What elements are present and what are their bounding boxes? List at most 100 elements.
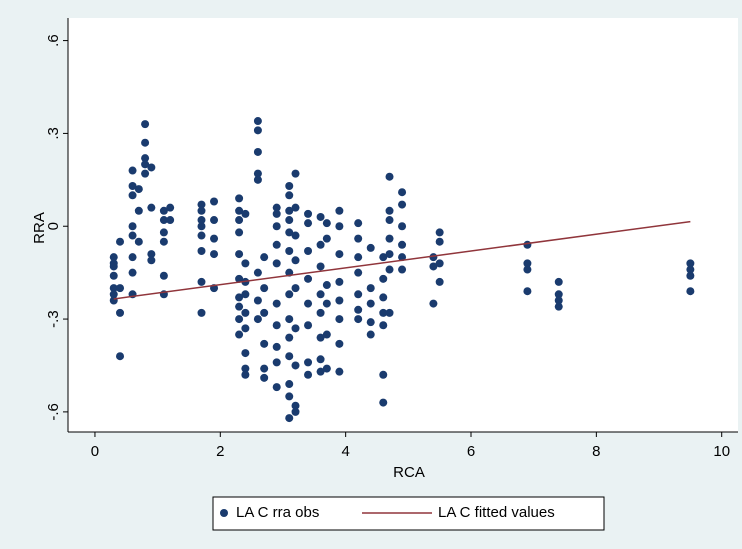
scatter-point — [134, 206, 143, 215]
scatter-point — [253, 175, 262, 184]
legend-label: LA C rra obs — [236, 504, 319, 521]
scatter-point — [523, 259, 532, 268]
scatter-point — [686, 259, 695, 268]
scatter-point — [354, 253, 363, 262]
scatter-point — [379, 398, 388, 407]
scatter-point — [116, 308, 125, 317]
scatter-point — [366, 299, 375, 308]
scatter-point — [253, 147, 262, 156]
scatter-point — [385, 265, 394, 274]
scatter-point — [354, 268, 363, 277]
scatter-point — [134, 185, 143, 194]
scatter-point — [385, 216, 394, 225]
scatter-point — [385, 308, 394, 317]
scatter-point — [134, 237, 143, 246]
scatter-point — [272, 240, 281, 249]
scatter-point — [260, 308, 269, 317]
scatter-point — [272, 342, 281, 351]
scatter-point — [398, 188, 407, 197]
scatter-point — [159, 271, 168, 280]
scatter-point — [335, 250, 344, 259]
scatter-point — [197, 231, 206, 240]
x-tick-label: 0 — [91, 443, 99, 460]
scatter-point — [304, 358, 313, 367]
scatter-point — [253, 117, 262, 126]
scatter-point — [116, 237, 125, 246]
scatter-point — [335, 206, 344, 215]
scatter-point — [291, 231, 300, 240]
scatter-point — [322, 364, 331, 373]
scatter-point — [285, 191, 294, 200]
scatter-point — [141, 120, 150, 129]
scatter-point — [322, 234, 331, 243]
legend-items: LA C rra obs LA C fitted values — [220, 504, 555, 521]
scatter-point — [141, 138, 150, 147]
scatter-point — [285, 246, 294, 255]
legend-marker — [220, 509, 228, 517]
scatter-point — [235, 228, 244, 237]
scatter-point — [385, 206, 394, 215]
scatter-point — [272, 383, 281, 392]
scatter-point — [379, 321, 388, 330]
scatter-point — [128, 182, 137, 191]
scatter-point — [304, 370, 313, 379]
scatter-point — [147, 250, 156, 259]
scatter-point — [554, 296, 563, 305]
scatter-point — [285, 228, 294, 237]
scatter-point — [210, 197, 219, 206]
scatter-point — [686, 265, 695, 274]
scatter-point — [316, 290, 325, 299]
scatter-point — [304, 209, 313, 218]
scatter-point — [435, 237, 444, 246]
scatter-point — [316, 240, 325, 249]
scatter-point — [241, 364, 250, 373]
scatter-point — [291, 256, 300, 265]
scatter-point — [398, 222, 407, 231]
scatter-point — [335, 296, 344, 305]
scatter-point — [291, 324, 300, 333]
legend-label: LA C fitted values — [438, 504, 555, 521]
scatter-point — [435, 277, 444, 286]
scatter-point — [159, 206, 168, 215]
scatter-point — [197, 216, 206, 225]
scatter-point — [210, 250, 219, 259]
scatter-point — [285, 414, 294, 423]
scatter-point — [128, 231, 137, 240]
scatter-point — [253, 126, 262, 135]
scatter-point — [523, 287, 532, 296]
scatter-point — [335, 339, 344, 348]
scatter-point — [128, 268, 137, 277]
scatter-point — [109, 253, 118, 262]
scatter-point — [354, 290, 363, 299]
scatter-point — [241, 308, 250, 317]
scatter-point — [241, 290, 250, 299]
y-tick-label: 0 — [45, 222, 62, 230]
scatter-point — [316, 308, 325, 317]
scatter-point — [159, 216, 168, 225]
scatter-point — [109, 296, 118, 305]
y-tick-label: -.3 — [45, 310, 62, 328]
scatter-point — [253, 268, 262, 277]
scatter-point — [304, 321, 313, 330]
scatter-point — [354, 234, 363, 243]
scatter-point — [253, 315, 262, 324]
scatter-point — [285, 333, 294, 342]
scatter-point — [260, 284, 269, 293]
scatter-point — [316, 333, 325, 342]
scatter-point — [285, 216, 294, 225]
scatter-point — [366, 330, 375, 339]
x-tick-label: 2 — [216, 443, 224, 460]
scatter-point — [141, 160, 150, 169]
scatter-point — [210, 234, 219, 243]
scatter-point — [241, 259, 250, 268]
scatter-point — [304, 219, 313, 228]
scatter-point — [285, 392, 294, 401]
scatter-point — [354, 219, 363, 228]
scatter-point — [285, 206, 294, 215]
scatter-point — [109, 271, 118, 280]
scatter-point — [686, 271, 695, 280]
scatter-point — [235, 206, 244, 215]
scatter-point — [197, 246, 206, 255]
scatter-point — [335, 222, 344, 231]
